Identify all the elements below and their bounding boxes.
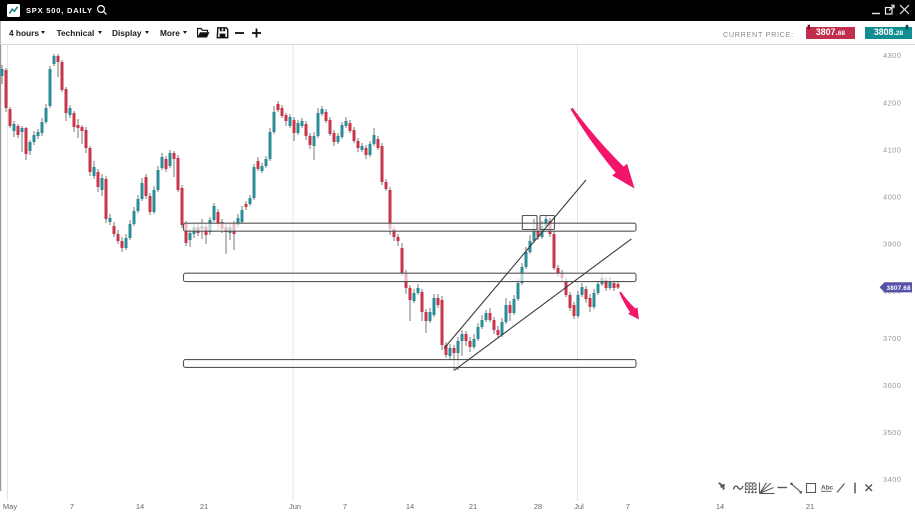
svg-text:7: 7 [70,502,74,511]
svg-text:Jun: Jun [289,502,301,511]
svg-text:4100: 4100 [883,145,901,154]
svg-text:3600: 3600 [883,381,901,390]
svg-text:7: 7 [626,502,630,511]
svg-text:3900: 3900 [883,240,901,249]
svg-text:7: 7 [343,502,347,511]
svg-text:21: 21 [806,502,814,511]
svg-text:28: 28 [534,502,542,511]
svg-text:4000: 4000 [883,193,901,202]
svg-text:14: 14 [136,502,144,511]
svg-text:21: 21 [200,502,208,511]
svg-text:3700: 3700 [883,334,901,343]
svg-text:3807.68: 3807.68 [887,285,911,292]
svg-text:14: 14 [716,502,724,511]
svg-text:Jul: Jul [574,502,584,511]
svg-text:21: 21 [469,502,477,511]
svg-text:May: May [3,502,17,511]
svg-text:Abc: Abc [821,485,834,492]
svg-text:3400: 3400 [883,475,901,484]
svg-text:3500: 3500 [883,428,901,437]
svg-text:4300: 4300 [883,51,901,60]
svg-text:14: 14 [406,502,414,511]
svg-text:4200: 4200 [883,98,901,107]
